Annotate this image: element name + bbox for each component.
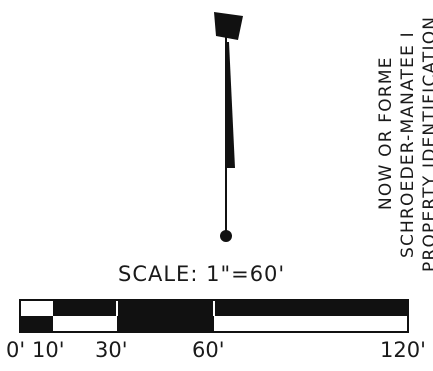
scale-segment-bottom-0 [20,316,53,332]
scale-bar-outline [19,299,409,333]
scale-tick-label-10: 10' [32,338,65,362]
scale-segment-bottom-3 [214,316,408,332]
scale-tick-label-120: 120' [380,338,426,362]
scale-segment-bottom-1 [53,316,117,332]
north-arrow-wedge [226,42,235,168]
scale-tick-label-0: 0' [6,338,26,362]
scale-title: SCALE: 1"=60' [118,262,286,286]
scale-segment-bottom-2 [117,316,214,332]
scale-tick-label-30: 30' [95,338,128,362]
scale-tick-label-60: 60' [192,338,225,362]
scale-segment-top-1 [53,300,408,316]
north-arrow-base-dot [220,230,232,242]
north-arrow-flag [214,12,243,40]
scale-segment-top-0 [20,300,53,316]
